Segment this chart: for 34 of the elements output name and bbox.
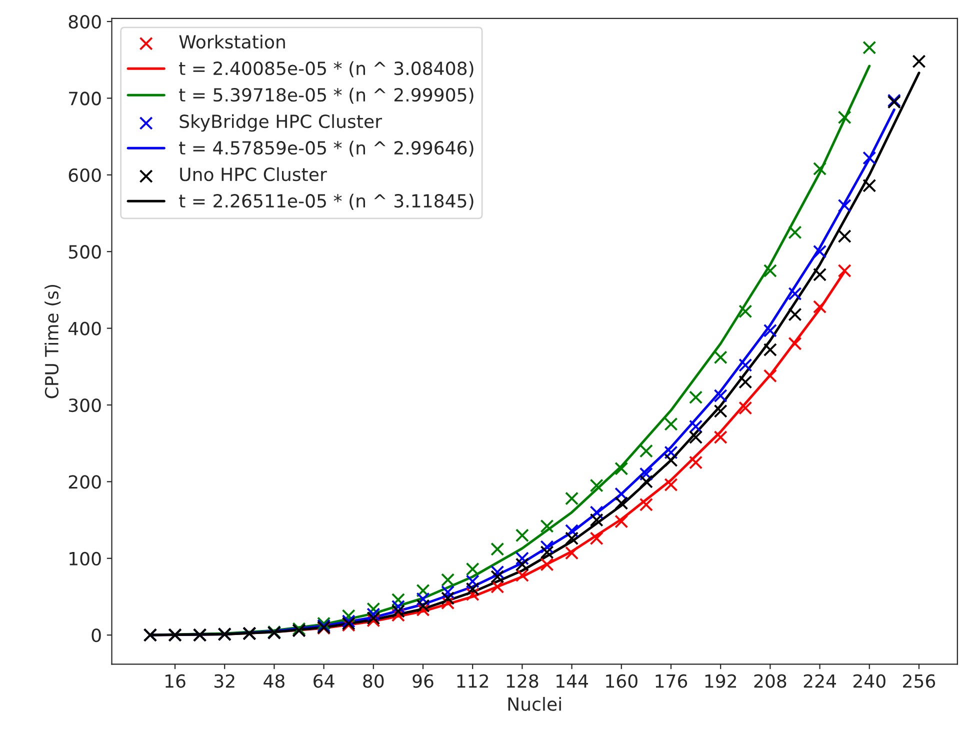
x-tick-label: 224 [804,674,836,688]
x-tick-label: 64 [314,674,334,688]
legend-label: t = 2.40085e-05 * (n ^ 3.08408) [179,61,474,78]
y-tick-label: 400 [68,322,101,336]
legend-label: t = 4.57859e-05 * (n ^ 2.99646) [179,140,474,157]
y-tick-label: 800 [68,14,101,29]
legend-label: Workstation [179,34,285,49]
y-tick-label: 600 [68,168,101,182]
x-axis-title: Nuclei [508,696,561,711]
x-tick-label: 176 [656,674,688,688]
legend-label: SkyBridge HPC Cluster [180,114,382,132]
x-tick-label: 160 [606,674,638,688]
legend-label: Uno HPC Cluster [180,167,327,182]
y-tick-label: 300 [68,398,101,412]
x-tick-label: 144 [556,674,588,688]
x-tick-label: 96 [412,674,434,688]
x-tick-label: 192 [705,674,736,688]
x-tick-label: 32 [214,674,234,688]
x-tick-label: 208 [754,674,786,688]
y-tick-label: 700 [69,92,101,106]
x-tick-label: 128 [506,674,538,688]
x-tick-label: 16 [166,674,186,688]
y-axis-title: CPU Time (s) [44,284,61,398]
x-tick-label: 48 [264,674,284,688]
x-tick-label: 256 [903,674,936,688]
x-tick-label: 80 [363,674,384,688]
x-tick-label: 240 [853,674,886,688]
y-tick-label: 500 [68,245,101,259]
x-tick-label: 112 [457,674,488,688]
y-tick-label: 0 [92,628,101,642]
y-tick-label: 200 [68,475,101,489]
legend-label: t = 5.39718e-05 * (n ^ 2.99905) [179,88,474,104]
y-tick-label: 100 [70,552,101,566]
legend-label: t = 2.26511e-05 * (n ^ 3.11845) [179,194,474,210]
